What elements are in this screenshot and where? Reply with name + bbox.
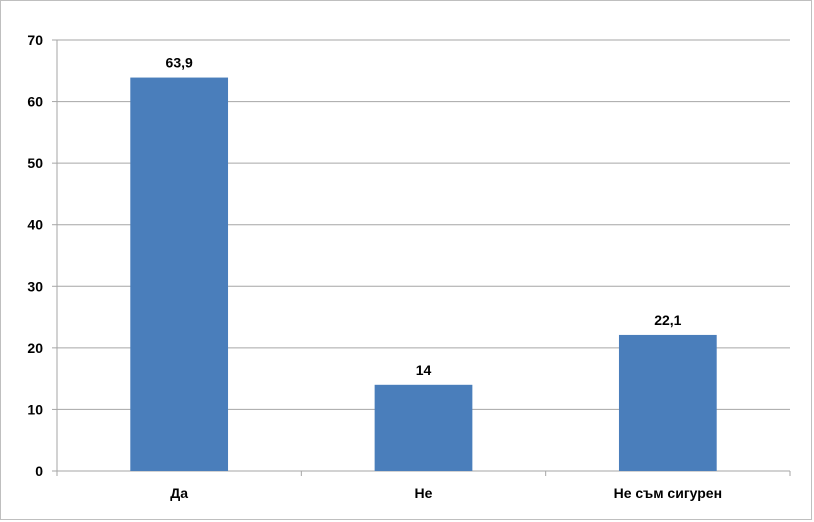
y-tick-label: 70 bbox=[27, 32, 43, 48]
y-tick-label: 30 bbox=[27, 278, 43, 294]
y-tick-label: 60 bbox=[27, 94, 43, 110]
category-label: Да bbox=[170, 485, 188, 501]
bar-2 bbox=[374, 384, 473, 471]
y-tick-label: 10 bbox=[27, 401, 43, 417]
y-tick-labels: 0 10 20 30 40 50 60 70 bbox=[27, 32, 43, 479]
y-tick-label: 20 bbox=[27, 340, 43, 356]
data-label: 22,1 bbox=[654, 312, 681, 328]
category-label: Не съм сигурен bbox=[614, 485, 722, 501]
category-label: Не bbox=[415, 485, 433, 501]
y-tick-label: 0 bbox=[35, 463, 43, 479]
bar-3 bbox=[618, 334, 717, 471]
bars bbox=[130, 77, 717, 472]
y-tick-label: 40 bbox=[27, 217, 43, 233]
bar-1 bbox=[130, 77, 229, 472]
category-labels: Да Не Не съм сигурен bbox=[170, 485, 722, 501]
y-tick-label: 50 bbox=[27, 155, 43, 171]
data-labels: 63,9 14 22,1 bbox=[166, 55, 682, 378]
data-label: 63,9 bbox=[166, 55, 193, 71]
data-label: 14 bbox=[416, 362, 432, 378]
